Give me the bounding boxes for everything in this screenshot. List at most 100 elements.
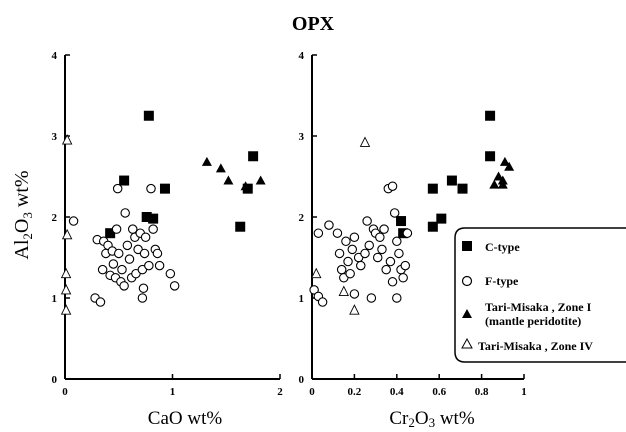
legend-label-zone-1: Tari-Misaka , Zone I: [485, 300, 592, 314]
y-axis-label-sub-3: 3: [20, 212, 35, 219]
point-f-type: [379, 224, 389, 234]
point-c-type: [457, 183, 468, 194]
point-zone-1: [493, 171, 504, 181]
y-tick-label-cao: 1: [52, 293, 58, 305]
point-c-type: [485, 110, 496, 121]
y-axis-label-unit: wt%: [11, 170, 33, 212]
point-c-type: [427, 221, 438, 232]
x-tick-label-cr2o3: 0: [309, 386, 315, 398]
y-tick-label-cao: 4: [52, 50, 58, 62]
point-f-type: [152, 248, 163, 259]
ticks-cr2o3: 0 1 2 3 4 0 0.2 0.4 0.6 0.8 1: [299, 50, 527, 398]
point-zone-1: [255, 175, 266, 185]
point-f-type: [366, 293, 377, 303]
point-f-type: [347, 244, 358, 255]
point-f-type: [372, 252, 383, 263]
point-zone-1: [497, 175, 508, 185]
point-f-type: [120, 208, 130, 218]
point-f-type: [317, 297, 328, 307]
point-zone-4: [61, 228, 73, 240]
point-f-type: [387, 277, 398, 287]
x-axis-label-sub-2: 2: [408, 415, 415, 430]
point-c-type: [427, 183, 438, 194]
x-tick-label-cao: 1: [170, 386, 176, 398]
x-tick-label-cao: 0: [62, 386, 68, 398]
point-f-type: [364, 240, 374, 251]
point-c-type: [119, 175, 130, 186]
x-tick-label-cr2o3: 0.4: [390, 386, 404, 398]
ticks-cao: 0 1 2 3 4 0 1 2: [52, 50, 284, 398]
point-zone-1: [489, 179, 500, 189]
point-c-type: [105, 228, 116, 239]
legend-marker-zone-4: [461, 337, 473, 349]
point-f-type: [309, 285, 319, 295]
point-f-type: [400, 260, 411, 271]
point-zone-4: [338, 285, 350, 296]
legend-label-c-type: C-type: [485, 240, 520, 254]
point-f-type: [385, 256, 396, 267]
point-f-type: [139, 248, 150, 259]
point-f-type: [119, 281, 129, 291]
point-f-type: [122, 240, 133, 251]
point-f-type: [324, 220, 334, 230]
point-f-type: [117, 264, 127, 275]
y-tick-label-cr2o3: 1: [299, 293, 305, 305]
point-f-type: [111, 224, 122, 234]
point-f-type: [124, 254, 135, 264]
point-zone-4: [61, 134, 73, 145]
point-f-type: [377, 244, 387, 255]
point-f-type: [154, 260, 165, 271]
point-f-type: [349, 232, 360, 243]
point-f-type: [112, 183, 123, 194]
point-f-type: [332, 228, 343, 238]
y-axis-label-cao: Al2O3 wt%: [11, 170, 35, 259]
x-tick-label-cao: 2: [277, 386, 283, 398]
point-c-type: [141, 212, 152, 222]
point-zone-4: [359, 136, 371, 147]
point-f-type: [356, 260, 366, 271]
legend-box: [454, 227, 626, 363]
point-c-type: [148, 213, 159, 224]
x-axis-label-cao: CaO wt%: [148, 408, 223, 429]
point-f-type: [394, 248, 404, 259]
y-axis-label-o: O: [11, 219, 33, 233]
legend: C-type F-type Tari-Misaka , Zone I (mant…: [454, 227, 626, 363]
point-f-type: [389, 208, 400, 218]
point-f-type: [398, 272, 408, 283]
x-axis-label-unit: wt%: [435, 408, 475, 429]
point-f-type: [97, 264, 108, 275]
y-tick-label-cr2o3: 4: [299, 50, 305, 62]
point-c-type: [436, 213, 447, 224]
point-f-type: [169, 281, 180, 291]
point-f-type: [165, 268, 176, 279]
point-f-type: [349, 289, 360, 299]
point-f-type: [360, 248, 370, 259]
y-tick-label-cr2o3: 0: [299, 374, 305, 386]
point-f-type: [95, 297, 106, 307]
point-f-type: [375, 232, 385, 243]
points-cr2o3: [309, 110, 515, 315]
points-cao: [60, 110, 266, 315]
point-c-type: [159, 183, 170, 194]
x-tick-label-cr2o3: 0.8: [475, 386, 489, 398]
x-axis-label-sub-3: 3: [429, 415, 436, 430]
point-f-type: [138, 283, 149, 294]
point-c-type: [248, 151, 259, 162]
point-f-type: [341, 236, 351, 247]
figure-title: OPX: [292, 13, 335, 35]
point-f-type: [146, 183, 156, 194]
point-f-type: [108, 259, 119, 269]
point-zone-4: [60, 304, 72, 315]
x-axis-label-cr2o3: Cr2O3 wt%: [389, 408, 474, 430]
x-axis-label-o: O: [415, 408, 429, 429]
point-f-type: [334, 248, 345, 259]
point-f-type: [140, 232, 151, 243]
legend-label-f-type: F-type: [485, 274, 519, 288]
point-f-type: [144, 260, 154, 271]
point-zone-1: [504, 161, 515, 171]
point-f-type: [362, 216, 372, 226]
point-c-type: [446, 175, 457, 186]
legend-marker-f-type: [461, 275, 473, 287]
point-zone-1: [499, 156, 510, 166]
point-zone-1: [215, 163, 226, 173]
